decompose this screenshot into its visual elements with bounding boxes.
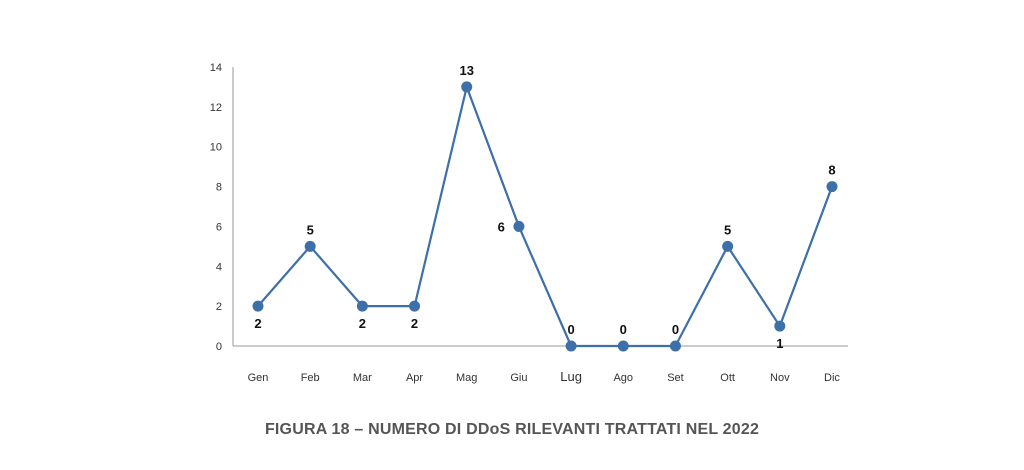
data-point: [356, 300, 368, 312]
data-label: 0: [620, 322, 627, 337]
x-tick-label: Feb: [301, 372, 320, 384]
figure-caption: FIGURA 18 – NUMERO DI DDoS RILEVANTI TRA…: [264, 421, 760, 438]
y-tick-label: 10: [210, 142, 222, 154]
data-label: 1: [776, 336, 783, 351]
data-point: [409, 300, 421, 312]
data-label: 2: [411, 316, 418, 331]
data-point: [669, 340, 681, 352]
y-tick-label: 8: [216, 182, 222, 194]
x-tick-label: Ott: [720, 372, 735, 384]
data-point: [304, 240, 316, 252]
data-points: [252, 81, 838, 352]
data-labels: 2 5 2 2 13 6 0 0 0 5 1 8: [254, 63, 835, 351]
data-point: [826, 181, 838, 193]
series-group: [257, 85, 834, 348]
x-tick-label: Apr: [406, 372, 423, 384]
data-label: 8: [828, 163, 835, 178]
y-axis-ticks: 0 2 4 6 8 10 12 14: [210, 62, 222, 353]
x-tick-label: Mar: [353, 372, 372, 384]
y-tick-label: 2: [216, 301, 222, 313]
y-tick-label: 12: [210, 102, 222, 114]
y-tick-label: 4: [216, 261, 222, 273]
x-tick-label: Lug: [560, 369, 582, 384]
data-label: 0: [567, 322, 574, 337]
data-point: [565, 340, 577, 352]
x-tick-label: Mag: [456, 372, 477, 384]
data-label: 2: [254, 316, 261, 331]
data-label: 2: [359, 316, 366, 331]
data-point: [252, 300, 264, 312]
data-label: 0: [672, 322, 679, 337]
data-point: [722, 240, 734, 252]
data-point: [617, 340, 629, 352]
data-label: 5: [307, 222, 314, 237]
data-point: [513, 220, 525, 232]
y-tick-label: 0: [216, 341, 222, 353]
x-tick-label: Giu: [510, 372, 527, 384]
series-line: [257, 85, 834, 348]
data-label: 5: [724, 222, 731, 237]
data-point: [461, 81, 473, 93]
x-tick-label: Nov: [770, 372, 790, 384]
x-tick-label: Ago: [613, 372, 633, 384]
x-axis-ticks: Gen Feb Mar Apr Mag Giu Lug Ago Set Ott Nov Dic: [248, 369, 841, 384]
data-point: [774, 320, 786, 332]
data-label: 6: [498, 219, 505, 234]
data-label: 13: [459, 63, 473, 78]
x-tick-label: Dic: [824, 372, 840, 384]
y-tick-label: 6: [216, 221, 222, 233]
x-tick-label: Gen: [248, 372, 269, 384]
x-tick-label: Set: [667, 372, 684, 384]
chart-axes: [232, 67, 848, 347]
y-tick-label: 14: [210, 62, 222, 74]
